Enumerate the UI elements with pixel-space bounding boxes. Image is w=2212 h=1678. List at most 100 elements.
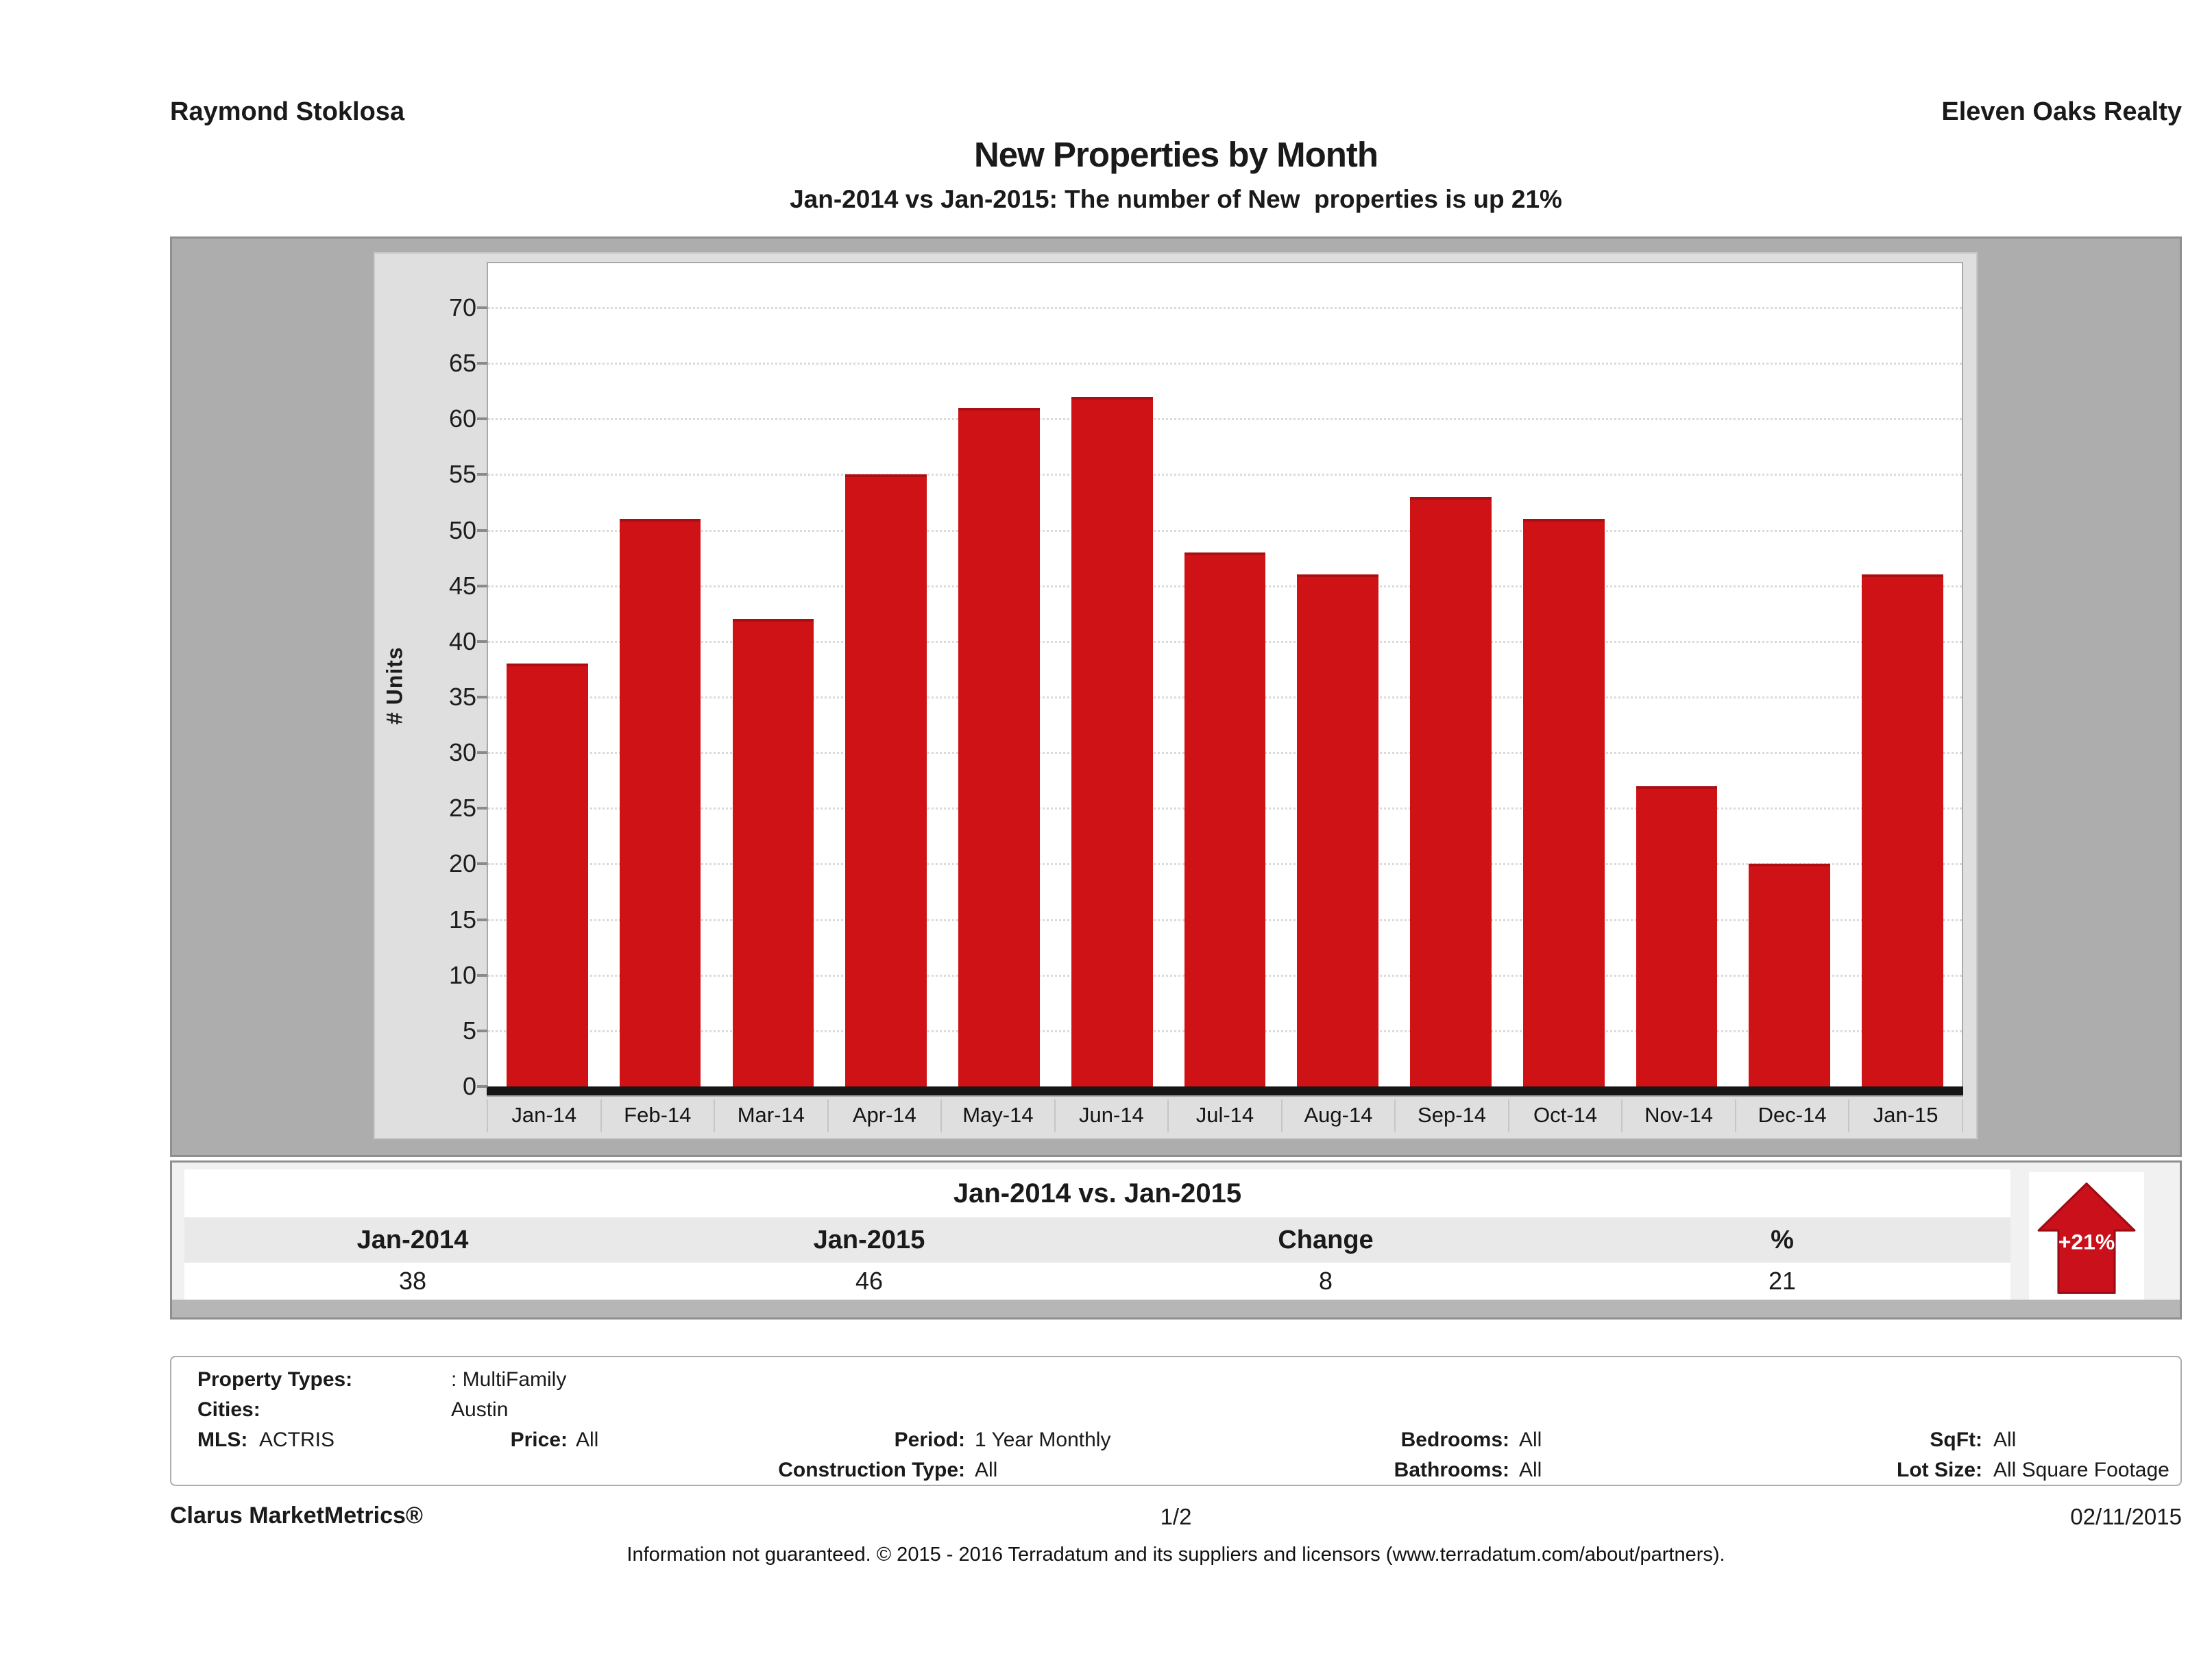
comparison-header-row: Jan-2014 Jan-2015 Change % — [184, 1217, 2010, 1263]
y-tick-label-0: 0 — [462, 1072, 476, 1100]
y-tick-label-70: 70 — [448, 293, 476, 321]
gridline-55 — [488, 474, 1962, 476]
x-tick-label-Sep-14: Sep-14 — [1394, 1099, 1508, 1132]
y-tick-mark-60 — [477, 417, 487, 421]
value-jan-2015: 46 — [855, 1267, 884, 1295]
y-tick-label-40: 40 — [448, 627, 476, 655]
sqft-label: SqFt: — [1930, 1428, 1982, 1451]
x-tick-label-May-14: May-14 — [940, 1099, 1054, 1132]
construction-type-label: Construction Type: — [778, 1459, 965, 1481]
bar-series — [491, 263, 1959, 1086]
bar-slot-May-14 — [943, 263, 1056, 1086]
y-tick-mark-10 — [477, 973, 487, 977]
chart-outer-frame: # Units Jan-14 Feb-14 Mar-14 Apr-14 May-14 Ju… — [170, 236, 2182, 1157]
y-tick-mark-25 — [477, 807, 487, 810]
bar-Mar-14 — [732, 619, 814, 1086]
y-tick-mark-40 — [477, 640, 487, 643]
gridline-50 — [488, 529, 1962, 532]
period-value: 1 Year Monthly — [975, 1428, 1111, 1451]
x-tick-label-Jan-14: Jan-14 — [487, 1099, 600, 1132]
construction-type-value: All — [975, 1459, 998, 1481]
value-percent: 21 — [1768, 1267, 1797, 1295]
x-tick-label-Jul-14: Jul-14 — [1167, 1099, 1281, 1132]
bar-slot-Aug-14 — [1281, 263, 1394, 1086]
chart-panel: # Units Jan-14 Feb-14 Mar-14 Apr-14 May-14 Ju… — [374, 252, 1978, 1139]
bar-Jan-15 — [1862, 574, 1943, 1086]
y-tick-label-10: 10 — [448, 960, 476, 989]
x-tick-label-Aug-14: Aug-14 — [1280, 1099, 1395, 1132]
bar-slot-Jan-14 — [491, 263, 604, 1086]
sqft-value: All — [1993, 1428, 2017, 1451]
x-tick-label-Jun-14: Jun-14 — [1054, 1099, 1168, 1132]
bar-Aug-14 — [1297, 574, 1379, 1086]
footer-date: 02/11/2015 — [2070, 1504, 2182, 1529]
property-types-label: Property Types: — [197, 1368, 353, 1391]
filters-panel: Property Types: : MultiFamily Cities: Au… — [170, 1356, 2182, 1486]
bar-slot-Nov-14 — [1620, 263, 1734, 1086]
y-tick-label-20: 20 — [448, 849, 476, 878]
x-tick-label-Jan-15: Jan-15 — [1848, 1099, 1963, 1132]
bar-Jul-14 — [1184, 552, 1266, 1086]
x-tick-label-Oct-14: Oct-14 — [1507, 1099, 1622, 1132]
bathrooms-value: All — [1519, 1459, 1542, 1481]
y-tick-mark-65 — [477, 362, 487, 365]
mls-value: ACTRIS — [259, 1428, 335, 1451]
bar-Sep-14 — [1410, 496, 1492, 1086]
y-tick-mark-0 — [477, 1085, 487, 1088]
bar-slot-Mar-14 — [717, 263, 830, 1086]
price-label: Price: — [510, 1428, 568, 1451]
page-subtitle: Jan-2014 vs Jan-2015: The number of New … — [790, 185, 1562, 213]
footer-brand: Clarus MarketMetrics® — [170, 1503, 423, 1529]
bar-Oct-14 — [1522, 519, 1605, 1086]
bar-slot-Feb-14 — [604, 263, 717, 1086]
x-tick-label-Apr-14: Apr-14 — [827, 1099, 941, 1132]
y-tick-mark-50 — [477, 528, 487, 532]
col-header-percent: % — [1771, 1226, 1794, 1254]
bar-Jan-14 — [507, 664, 588, 1086]
col-header-jan-2014: Jan-2014 — [356, 1226, 469, 1254]
bedrooms-value: All — [1519, 1428, 1542, 1451]
comparison-value-row: 38 46 8 21 — [184, 1263, 2010, 1300]
y-tick-label-35: 35 — [448, 682, 476, 711]
comparison-table: Jan-2014 vs. Jan-2015 Jan-2014 Jan-2015 … — [184, 1169, 2010, 1300]
trend-badge: +21% — [2029, 1172, 2144, 1302]
gridline-65 — [488, 363, 1962, 365]
bar-slot-Jul-14 — [1169, 263, 1282, 1086]
lot-size-label: Lot Size: — [1897, 1459, 1982, 1481]
bar-slot-Oct-14 — [1507, 263, 1620, 1086]
y-tick-mark-5 — [477, 1029, 487, 1032]
y-tick-mark-45 — [477, 584, 487, 587]
bathrooms-label: Bathrooms: — [1394, 1459, 1509, 1481]
cities-label: Cities: — [197, 1398, 260, 1421]
value-jan-2014: 38 — [398, 1267, 427, 1295]
bar-slot-Dec-14 — [1733, 263, 1846, 1086]
footer-page-number: 1/2 — [1160, 1504, 1192, 1529]
lot-size-value: All Square Footage — [1993, 1459, 2170, 1481]
page-title: New Properties by Month — [973, 135, 1378, 174]
x-tick-label-Nov-14: Nov-14 — [1621, 1099, 1735, 1132]
y-tick-mark-35 — [477, 695, 487, 698]
y-tick-mark-30 — [477, 751, 487, 755]
comparison-panel: Jan-2014 vs. Jan-2015 Jan-2014 Jan-2015 … — [170, 1160, 2182, 1320]
comparison-title: Jan-2014 vs. Jan-2015 — [184, 1169, 2010, 1217]
bar-slot-Apr-14 — [829, 263, 943, 1086]
period-label: Period: — [894, 1428, 965, 1451]
property-types-value: : MultiFamily — [451, 1368, 567, 1391]
y-tick-label-15: 15 — [448, 905, 476, 934]
gridline-60 — [488, 418, 1962, 421]
y-tick-label-30: 30 — [448, 738, 476, 767]
y-tick-label-5: 5 — [462, 1016, 476, 1045]
agent-name: Raymond Stoklosa — [170, 97, 405, 126]
bar-Feb-14 — [619, 519, 701, 1086]
price-value: All — [576, 1428, 599, 1451]
y-tick-mark-15 — [477, 918, 487, 921]
plot-area — [487, 262, 1963, 1097]
y-tick-mark-20 — [477, 862, 487, 866]
y-tick-mark-55 — [477, 473, 487, 476]
y-tick-label-65: 65 — [448, 349, 476, 378]
col-header-change: Change — [1278, 1226, 1374, 1254]
y-tick-label-45: 45 — [448, 571, 476, 600]
bar-Jun-14 — [1071, 396, 1153, 1086]
brokerage-name: Eleven Oaks Realty — [1941, 97, 2182, 126]
y-tick-label-60: 60 — [448, 404, 476, 433]
